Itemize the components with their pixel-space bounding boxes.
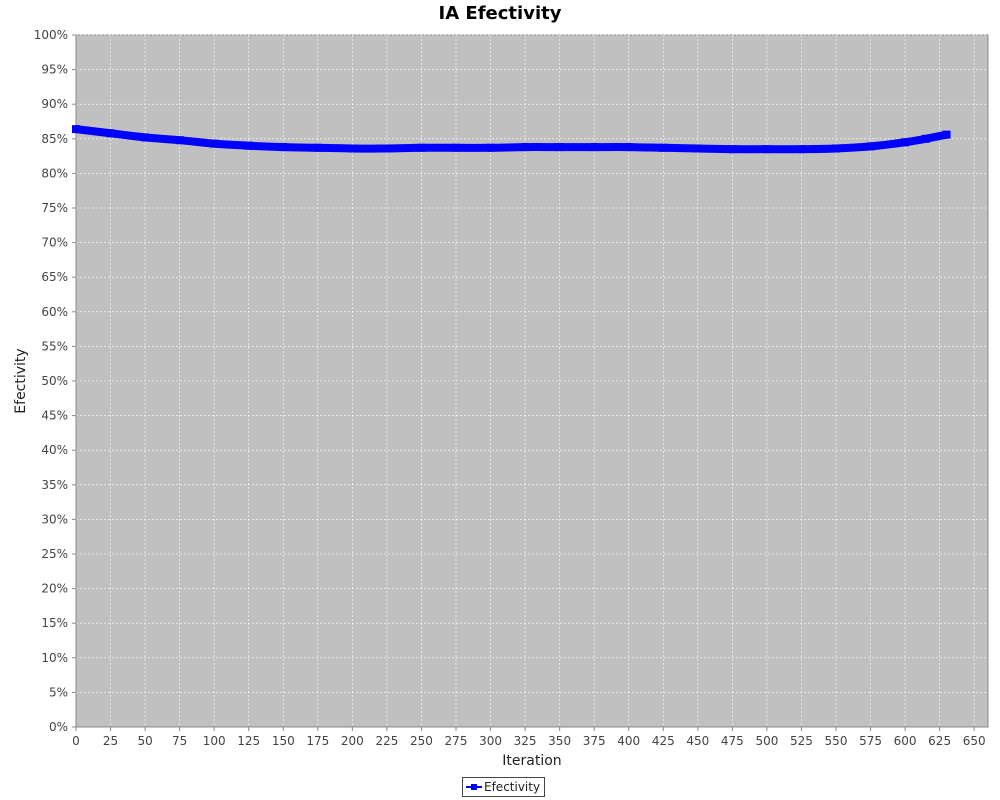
data-point xyxy=(244,141,253,150)
y-tick-label: 95% xyxy=(41,63,68,77)
y-tick-label: 15% xyxy=(41,616,68,630)
legend-marker-icon xyxy=(466,781,482,793)
x-tick-label: 650 xyxy=(963,734,986,748)
data-point xyxy=(921,134,930,143)
y-tick-label: 75% xyxy=(41,201,68,215)
x-tick-label: 175 xyxy=(306,734,329,748)
data-point xyxy=(72,125,80,134)
data-point xyxy=(942,130,951,139)
x-tick-label: 500 xyxy=(755,734,778,748)
y-tick-label: 30% xyxy=(41,512,68,526)
data-point xyxy=(590,143,599,152)
data-point xyxy=(175,136,184,145)
data-point xyxy=(728,145,737,154)
y-tick-label: 55% xyxy=(41,339,68,353)
data-point xyxy=(210,139,219,148)
x-tick-label: 525 xyxy=(790,734,813,748)
y-tick-label: 5% xyxy=(49,685,68,699)
y-tick-label: 50% xyxy=(41,374,68,388)
y-tick-label: 90% xyxy=(41,97,68,111)
x-tick-label: 0 xyxy=(72,734,80,748)
y-axis-label: Efectivity xyxy=(13,348,29,413)
data-point xyxy=(417,143,426,152)
x-tick-label: 250 xyxy=(410,734,433,748)
x-tick-label: 200 xyxy=(341,734,364,748)
y-tick-label: 70% xyxy=(41,236,68,250)
data-point xyxy=(313,143,322,152)
y-tick-label: 85% xyxy=(41,132,68,146)
x-tick-label: 575 xyxy=(859,734,882,748)
data-point xyxy=(382,144,391,153)
y-tick-label: 10% xyxy=(41,651,68,665)
y-tick-label: 60% xyxy=(41,305,68,319)
data-point xyxy=(866,142,875,151)
data-point xyxy=(762,145,771,154)
data-point xyxy=(555,143,564,152)
y-tick-label: 20% xyxy=(41,582,68,596)
data-point xyxy=(521,143,530,152)
y-tick-label: 65% xyxy=(41,270,68,284)
data-point xyxy=(832,144,840,153)
x-tick-label: 600 xyxy=(894,734,917,748)
y-tick-label: 0% xyxy=(49,720,68,734)
x-tick-label: 375 xyxy=(583,734,606,748)
data-point xyxy=(797,145,806,154)
x-tick-label: 350 xyxy=(548,734,571,748)
legend-label: Efectivity xyxy=(484,780,541,794)
data-point xyxy=(486,143,495,152)
x-tick-label: 275 xyxy=(445,734,468,748)
data-point xyxy=(348,144,357,153)
x-tick-label: 125 xyxy=(237,734,260,748)
data-point xyxy=(141,133,150,142)
x-axis-label: Iteration xyxy=(502,753,561,769)
x-tick-label: 150 xyxy=(272,734,295,748)
x-tick-label: 400 xyxy=(617,734,640,748)
x-tick-label: 550 xyxy=(825,734,848,748)
x-tick-label: 50 xyxy=(137,734,152,748)
x-tick-label: 425 xyxy=(652,734,675,748)
data-point xyxy=(693,144,702,153)
y-tick-label: 35% xyxy=(41,478,68,492)
data-point xyxy=(452,143,460,152)
y-tick-label: 45% xyxy=(41,409,68,423)
x-tick-label: 100 xyxy=(203,734,226,748)
y-tick-label: 25% xyxy=(41,547,68,561)
y-tick-label: 40% xyxy=(41,443,68,457)
x-tick-label: 475 xyxy=(721,734,744,748)
x-tick-label: 300 xyxy=(479,734,502,748)
data-point xyxy=(106,129,115,138)
data-point xyxy=(624,143,633,152)
x-tick-label: 75 xyxy=(172,734,187,748)
data-point xyxy=(901,138,910,147)
chart-title: IA Efectivity xyxy=(438,3,562,24)
y-tick-label: 100% xyxy=(34,28,68,42)
x-tick-label: 325 xyxy=(514,734,537,748)
legend: Efectivity xyxy=(462,777,546,797)
y-tick-label: 80% xyxy=(41,166,68,180)
x-tick-label: 450 xyxy=(686,734,709,748)
x-tick-label: 225 xyxy=(375,734,398,748)
x-tick-label: 25 xyxy=(103,734,118,748)
data-point xyxy=(279,143,288,152)
x-tick-label: 625 xyxy=(928,734,951,748)
data-point xyxy=(659,143,668,152)
